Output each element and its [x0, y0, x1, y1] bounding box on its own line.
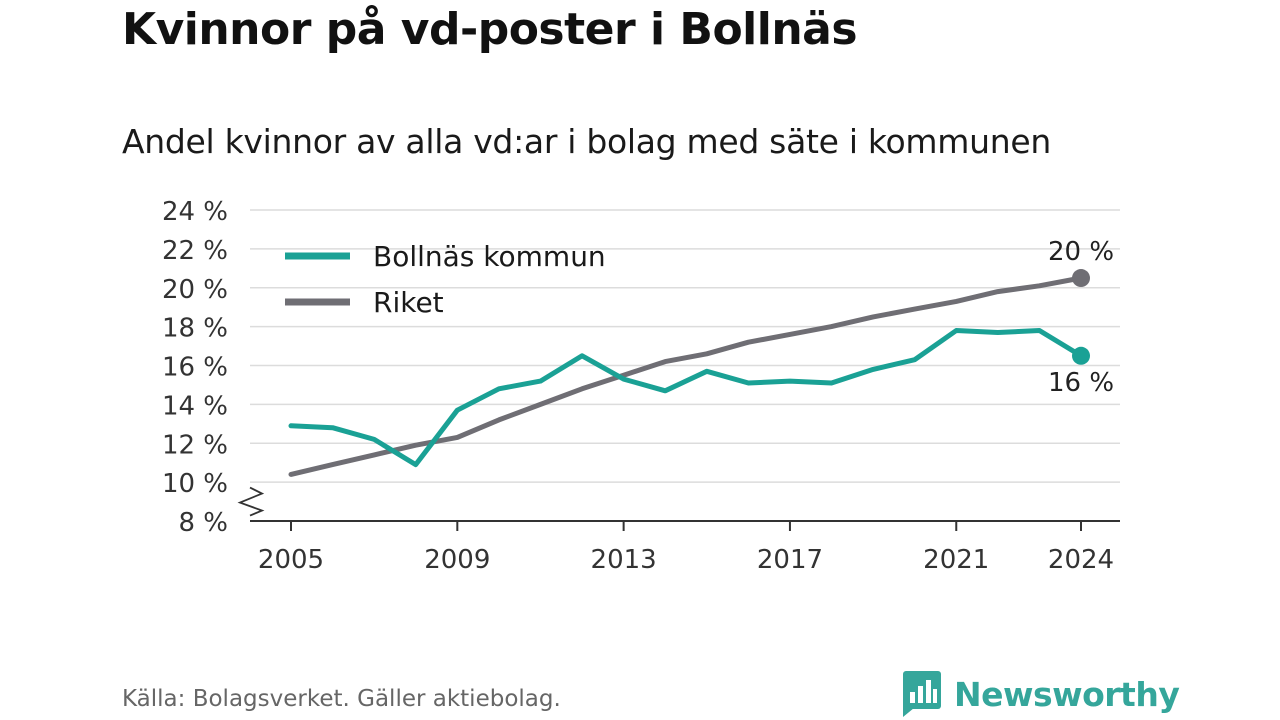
y-tick-label: 18 %	[162, 314, 228, 344]
x-tick-label: 2009	[424, 545, 490, 575]
chart-subtitle: Andel kvinnor av alla vd:ar i bolag med …	[122, 122, 1051, 161]
y-tick-label: 12 %	[162, 430, 228, 460]
x-tick-label: 2017	[757, 545, 823, 575]
series-line-bollnas	[288, 328, 1084, 468]
y-tick-label: 14 %	[162, 391, 228, 421]
series-line-riket	[288, 275, 1084, 477]
y-tick-label: 16 %	[162, 353, 228, 383]
y-tick-label: 22 %	[162, 236, 228, 266]
end-label-bollnas: 16 %	[1048, 368, 1114, 398]
source-note: Källa: Bolagsverket. Gäller aktiebolag.	[122, 686, 561, 712]
y-tick-label: 8 %	[178, 508, 228, 538]
x-tick-label: 2013	[591, 545, 657, 575]
end-point-riket	[1072, 269, 1090, 288]
end-label-riket: 20 %	[1048, 237, 1114, 267]
y-tick-label: 20 %	[162, 275, 228, 305]
x-tick-label: 2024	[1048, 545, 1114, 575]
brand-name: Newsworthy	[954, 674, 1180, 714]
y-tick-label: 24 %	[162, 197, 228, 227]
y-tick-label: 10 %	[162, 469, 228, 499]
x-tick-label: 2021	[923, 545, 989, 575]
end-point-bollnas	[1072, 346, 1090, 365]
legend: Bollnäs kommun Riket	[285, 240, 606, 319]
x-tick-label: 2005	[258, 545, 324, 575]
legend-label: Riket	[373, 286, 444, 319]
bar-chart-speech-bubble-icon	[903, 671, 941, 717]
chart-title: Kvinnor på vd-poster i Bollnäs	[122, 4, 858, 55]
axis-break-icon	[237, 486, 265, 517]
legend-label: Bollnäs kommun	[373, 240, 606, 273]
brand-logo: Newsworthy	[902, 670, 1180, 718]
